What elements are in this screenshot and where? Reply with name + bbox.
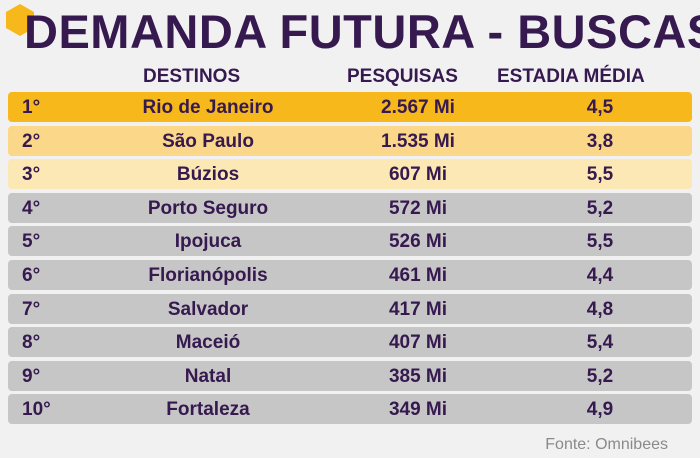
estadia-cell: 3,8: [586, 130, 614, 152]
rank-cell: 4°: [22, 197, 41, 219]
destino-cell: Ipojuca: [174, 231, 242, 253]
destino-cell: Búzios: [176, 164, 240, 186]
destino-cell: Fortaleza: [166, 399, 250, 421]
destino-cell: Salvador: [167, 298, 249, 320]
table-row: 2° São Paulo 1.535 Mi 3,8: [8, 125, 692, 156]
pesquisas-cell: 2.567 Mi: [381, 97, 455, 118]
estadia-cell: 5,5: [586, 231, 614, 253]
rank-cell: 10°: [22, 399, 51, 421]
estadia-cell: 4,8: [586, 298, 614, 320]
pesquisas-cell: 1.535 Mi: [381, 130, 455, 152]
estadia-cell: 5,5: [586, 164, 614, 186]
table-row: 10° Fortaleza 349 Mi 4,9: [8, 394, 692, 425]
rank-cell: 7°: [22, 298, 41, 320]
pesquisas-cell: 526 Mi: [388, 231, 448, 253]
table-row: 8° Maceió 407 Mi 5,4: [8, 327, 692, 358]
destino-cell: São Paulo: [162, 130, 254, 152]
destino-cell: Maceió: [175, 332, 241, 354]
table-body: 1° Rio de Janeiro 2.567 Mi 4,5 2° São Paulo 1.…: [8, 92, 692, 428]
rank-cell: 2°: [22, 130, 41, 152]
table-header: DESTINOS PESQUISAS ESTADIA MÉDIA: [0, 63, 700, 91]
rank-cell: 1°: [22, 97, 41, 118]
rank-cell: 5°: [22, 231, 41, 253]
table-row: 7° Salvador 417 Mi 4,8: [8, 293, 692, 324]
estadia-cell: 5,2: [586, 197, 614, 219]
table-row: 6° Florianópolis 461 Mi 4,4: [8, 259, 692, 290]
pesquisas-cell: 417 Mi: [388, 298, 448, 320]
rank-cell: 9°: [22, 365, 41, 387]
rank-cell: 6°: [22, 264, 41, 286]
table-row: 5° Ipojuca 526 Mi 5,5: [8, 226, 692, 257]
pesquisas-cell: 607 Mi: [388, 164, 448, 186]
header-destinos: DESTINOS: [143, 66, 241, 87]
header-pesquisas: PESQUISAS: [347, 66, 458, 87]
rank-cell: 3°: [22, 164, 41, 186]
pesquisas-cell: 407 Mi: [388, 332, 448, 354]
estadia-cell: 4,4: [586, 264, 614, 286]
pesquisas-cell: 461 Mi: [388, 264, 448, 286]
estadia-cell: 5,2: [586, 365, 614, 387]
rank-cell: 8°: [22, 332, 41, 354]
table-row: 9° Natal 385 Mi 5,2: [8, 360, 692, 391]
destino-cell: Florianópolis: [148, 264, 268, 286]
estadia-cell: 4,5: [586, 97, 614, 118]
table-row: 4° Porto Seguro 572 Mi 5,2: [8, 192, 692, 223]
table-row: 3° Búzios 607 Mi 5,5: [8, 159, 692, 190]
source-note: Fonte: Omnibees: [545, 436, 668, 453]
estadia-cell: 5,4: [586, 332, 614, 354]
page-title: DEMANDA FUTURA - BUSCAS: [24, 5, 700, 58]
table-row: 1° Rio de Janeiro 2.567 Mi 4,5: [8, 92, 692, 122]
pesquisas-cell: 385 Mi: [388, 365, 448, 387]
pesquisas-cell: 572 Mi: [388, 197, 448, 219]
destino-cell: Porto Seguro: [147, 197, 269, 219]
destino-cell: Natal: [184, 365, 232, 387]
header-estadia-media: ESTADIA MÉDIA: [497, 66, 645, 87]
estadia-cell: 4,9: [586, 399, 614, 421]
destino-cell: Rio de Janeiro: [142, 97, 274, 118]
pesquisas-cell: 349 Mi: [388, 399, 448, 421]
